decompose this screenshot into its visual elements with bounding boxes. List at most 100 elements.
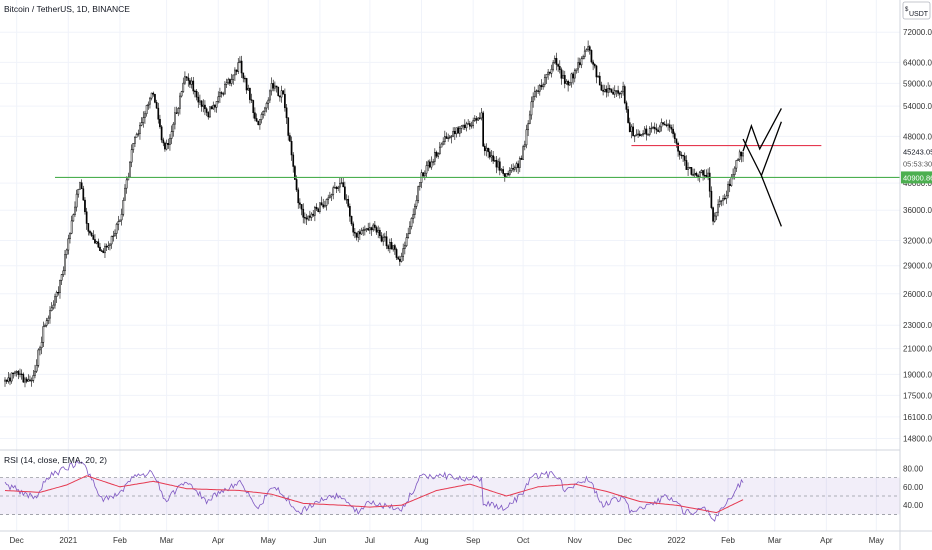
candle	[740, 151, 743, 163]
candle	[209, 106, 211, 119]
candle	[160, 124, 163, 143]
candle	[369, 222, 371, 234]
candle	[334, 182, 336, 189]
candle	[653, 122, 656, 134]
candle	[667, 122, 669, 131]
candle	[185, 76, 188, 82]
candle-body	[642, 133, 644, 136]
candle	[354, 227, 356, 239]
candle	[432, 158, 435, 166]
candle	[510, 164, 513, 173]
candle-body	[114, 233, 116, 237]
candle-body	[598, 75, 601, 86]
candle-body	[169, 138, 171, 145]
rsi-line	[4, 459, 744, 522]
candle	[435, 150, 438, 159]
candle	[349, 203, 351, 222]
candle	[144, 110, 146, 124]
rsi-lines	[4, 459, 744, 522]
candle-body	[234, 69, 236, 76]
candle-body	[577, 62, 579, 70]
candle-body	[300, 204, 303, 210]
candle	[379, 227, 381, 239]
candle	[535, 89, 538, 98]
candle	[62, 266, 65, 277]
candle-body	[355, 232, 358, 238]
candle	[678, 150, 681, 160]
candle	[640, 134, 643, 137]
candle	[613, 85, 616, 99]
price-axis[interactable]: 72000.00 64000.00 59000.00 54000.00 48000.00…	[903, 28, 932, 443]
candle-body	[24, 378, 26, 383]
candle	[558, 60, 561, 74]
candle	[367, 222, 370, 231]
candle-body	[700, 170, 703, 173]
candle	[382, 233, 385, 246]
candle	[45, 317, 48, 328]
candle-body	[390, 242, 393, 250]
candle-body	[647, 134, 649, 136]
candle-body	[219, 92, 221, 98]
bear-drop-path[interactable]	[760, 175, 782, 227]
currency-button[interactable]: $ USDT	[902, 1, 931, 20]
candle-body	[262, 110, 265, 115]
candle	[475, 115, 478, 124]
candle	[19, 368, 21, 378]
candle	[167, 138, 170, 149]
candle-body	[500, 169, 503, 171]
candle	[199, 94, 201, 105]
candle	[642, 130, 644, 137]
candle	[90, 231, 93, 237]
time-tick-label: 2021	[59, 536, 77, 545]
bull-zigzag-path[interactable]	[742, 108, 782, 152]
rsi-axis[interactable]: 80.00 60.00 40.00	[903, 464, 924, 510]
candle	[197, 92, 200, 108]
candle-body	[115, 223, 118, 234]
candle	[442, 137, 445, 146]
candle-body	[513, 167, 516, 170]
candle	[140, 117, 143, 127]
candle	[352, 221, 355, 237]
candle	[597, 75, 599, 78]
candle-body	[685, 160, 688, 170]
time-tick-label: Oct	[517, 536, 530, 545]
candle	[473, 115, 476, 123]
candle-body	[272, 83, 275, 89]
candle-body	[55, 291, 58, 297]
candle-body	[184, 76, 186, 84]
candle-body	[240, 60, 243, 74]
candle	[362, 226, 365, 236]
candle	[687, 162, 689, 177]
candle	[395, 247, 398, 260]
time-axis[interactable]: Dec 2021 Feb Mar Apr May Jun Jul Aug Sep Oct Nov Dec…	[10, 536, 884, 545]
candle-body	[570, 73, 573, 84]
time-tick-label: Jun	[313, 536, 326, 545]
candle-body	[194, 90, 196, 93]
time-tick-label: Mar	[160, 536, 174, 545]
candle	[257, 120, 260, 126]
candle	[657, 127, 659, 133]
candle-body	[400, 256, 403, 262]
horizontal-lines[interactable]	[54, 144, 900, 179]
candle	[528, 110, 531, 125]
candle-body	[205, 108, 208, 113]
candle-body	[427, 161, 430, 166]
candle-body	[483, 145, 486, 152]
candle	[385, 230, 388, 250]
candle	[530, 96, 533, 120]
candle	[658, 124, 661, 133]
candle-body	[329, 195, 331, 199]
candle-body	[552, 62, 554, 70]
candle-body	[10, 372, 13, 382]
candle-body	[145, 105, 148, 115]
candle-body	[423, 172, 426, 177]
candle	[299, 198, 301, 209]
candle-body	[95, 241, 98, 244]
candle	[345, 194, 348, 204]
candle	[405, 233, 408, 248]
candle	[155, 99, 158, 109]
projection-paths[interactable]	[742, 108, 782, 227]
candle-body	[640, 134, 643, 137]
candle-body	[360, 230, 363, 235]
